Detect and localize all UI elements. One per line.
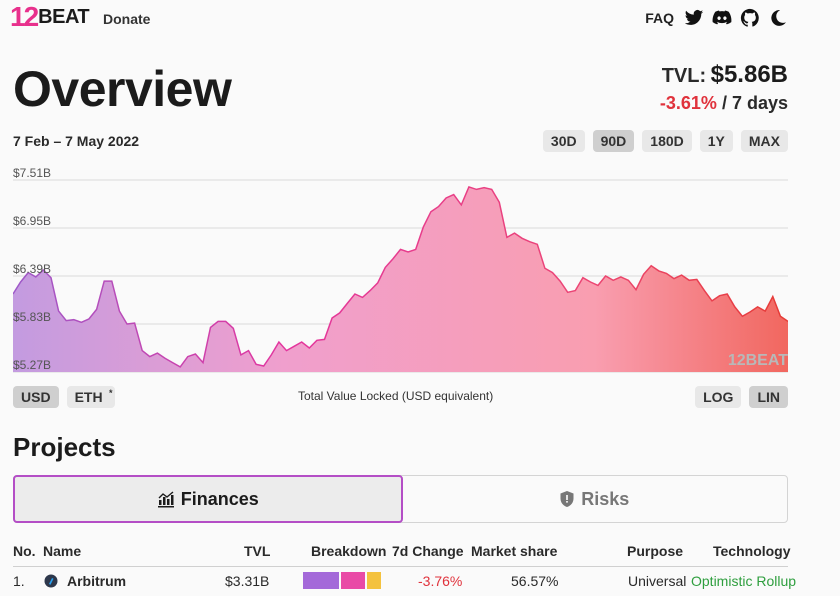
y-tick-label: $5.83B (13, 310, 51, 324)
social-links: FAQ (645, 8, 760, 28)
breakdown-bar (303, 572, 383, 589)
y-tick-label: $6.95B (13, 214, 51, 228)
l2beat-logo[interactable]: 12 BEAT (10, 1, 90, 32)
log-scale-button[interactable]: LOG (695, 386, 742, 408)
chart-y-ticks: $7.51B $6.95B $6.39B $5.83B $5.27B (13, 166, 51, 372)
chart-area (13, 186, 788, 372)
range-180d-button[interactable]: 180D (642, 130, 692, 152)
date-range: 7 Feb – 7 May 2022 (13, 133, 140, 149)
range-max-button[interactable]: MAX (740, 130, 788, 152)
col-7d-change[interactable]: 7d Change (392, 543, 464, 559)
tvl-change-period: / 7 days (721, 93, 788, 113)
col-name[interactable]: Name (43, 543, 82, 559)
col-tvl[interactable]: TVL (244, 543, 271, 559)
twitter-icon[interactable] (684, 8, 704, 28)
project-name[interactable]: Arbitrum (67, 573, 127, 589)
unit-selector: USD ETH * (13, 386, 115, 408)
tab-finances-label: Finances (180, 488, 259, 509)
y-tick-label: $6.39B (13, 262, 51, 276)
chart-caption: Total Value Locked (USD equivalent) (298, 389, 494, 403)
col-no[interactable]: No. (13, 543, 36, 559)
eth-label: ETH (74, 389, 103, 405)
col-purpose[interactable]: Purpose (627, 543, 684, 559)
projects-heading: Projects (13, 432, 116, 462)
faq-link[interactable]: FAQ (645, 10, 674, 26)
tvl-change: -3.61% / 7 days (660, 93, 788, 114)
project-7d-change: -3.76% (418, 573, 463, 589)
range-30d-button[interactable]: 30D (542, 130, 585, 152)
range-1y-button[interactable]: 1Y (699, 130, 733, 152)
github-icon[interactable] (740, 8, 760, 28)
eth-button[interactable]: ETH * (66, 386, 115, 408)
donate-link[interactable]: Donate (103, 11, 151, 27)
logo-number: 12 (10, 1, 39, 32)
project-technology: Optimistic Rollup (691, 573, 797, 589)
chart-icon (157, 491, 174, 508)
col-breakdown[interactable]: Breakdown (311, 543, 387, 559)
tvl-chart[interactable]: $7.51B $6.95B $6.39B $5.83B $5.27B 12BEAT (13, 160, 788, 375)
page-title: Overview (13, 61, 232, 117)
tab-risks[interactable]: Risks (402, 476, 788, 522)
breakdown-segment (367, 572, 382, 589)
eth-asterisk: * (109, 388, 113, 398)
col-technology[interactable]: Technology (713, 543, 791, 559)
tvl-summary: TVL: $5.86B (662, 61, 788, 89)
range-90d-button[interactable]: 90D (592, 130, 635, 152)
project-purpose: Universal (628, 573, 687, 589)
tab-finances[interactable]: Finances (13, 475, 403, 523)
breakdown-segment (303, 572, 339, 589)
table-header-divider (13, 566, 788, 567)
row-number: 1. (13, 573, 25, 589)
tvl-label: TVL: (661, 65, 707, 87)
breakdown-segment (340, 572, 366, 589)
arbitrum-icon (44, 574, 58, 588)
y-tick-label: $7.51B (13, 166, 51, 180)
col-market-share[interactable]: Market share (471, 543, 558, 559)
chart-line (13, 185, 788, 368)
dark-mode-icon[interactable] (768, 8, 788, 28)
scale-selector: LOG LIN (695, 386, 788, 408)
range-selector: 30D 90D 180D 1Y MAX (542, 130, 788, 152)
usd-button[interactable]: USD (13, 386, 59, 408)
project-tvl: $3.31B (225, 573, 270, 589)
project-market-share: 56.57% (511, 573, 559, 589)
y-tick-label: $5.27B (13, 358, 51, 372)
logo-word: BEAT (38, 5, 90, 28)
tvl-value: $5.86B (710, 61, 788, 88)
shield-icon (560, 491, 574, 507)
chart-watermark: 12BEAT (728, 352, 788, 369)
projects-tabs: Finances Risks (13, 475, 788, 523)
discord-icon[interactable] (712, 8, 732, 28)
tvl-change-value: -3.61% (659, 93, 717, 113)
tab-risks-label: Risks (581, 488, 630, 509)
lin-scale-button[interactable]: LIN (749, 386, 788, 408)
